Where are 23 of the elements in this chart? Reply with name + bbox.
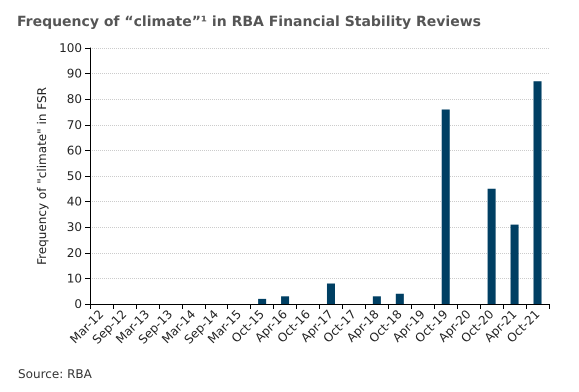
y-tick-label: 60 <box>66 143 82 158</box>
bar <box>488 188 496 304</box>
bar <box>442 109 450 304</box>
bar <box>510 224 519 304</box>
bar <box>372 296 381 304</box>
bar <box>396 294 404 304</box>
bar <box>281 296 290 304</box>
y-tick-label: 100 <box>59 41 82 55</box>
chart-title: Frequency of “climate”¹ in RBA Financial Stability Reviews <box>17 14 481 30</box>
bar <box>534 81 542 304</box>
y-tick-label: 0 <box>74 297 82 311</box>
y-tick-label: 90 <box>66 66 82 81</box>
bar <box>326 284 335 304</box>
y-tick-label: 50 <box>66 169 82 183</box>
bar <box>258 298 266 304</box>
y-tick-label: 40 <box>66 194 82 209</box>
y-tick-label: 10 <box>66 271 82 286</box>
y-axis-title: Frequency of "climate" in FSR <box>35 87 50 265</box>
y-tick-label: 20 <box>66 246 82 260</box>
y-tick-label: 30 <box>66 220 82 234</box>
y-tick-label: 70 <box>66 118 82 132</box>
y-tick-label: 80 <box>66 92 82 106</box>
source-note: Source: RBA <box>18 367 93 381</box>
